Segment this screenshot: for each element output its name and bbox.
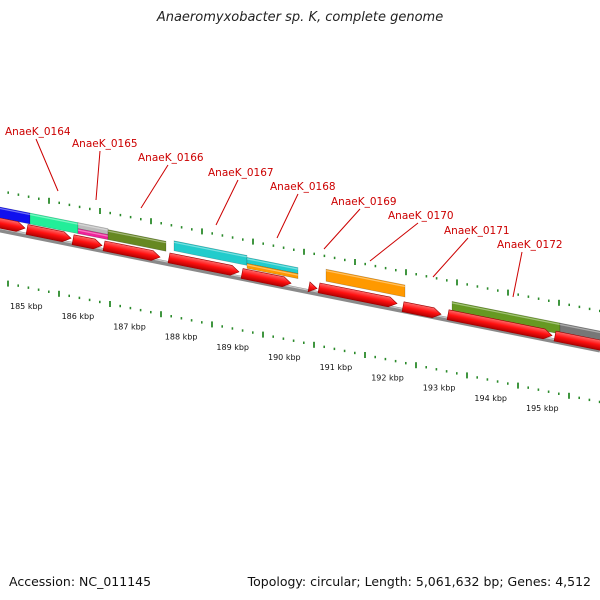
gene-arrow-shape bbox=[167, 252, 240, 276]
scale-label: 191 kbp bbox=[320, 363, 353, 372]
gene-arrow[interactable] bbox=[307, 281, 318, 293]
feature-bar-shine bbox=[77, 229, 109, 237]
feature-bar-shine bbox=[107, 230, 167, 244]
feature-bar-shine bbox=[325, 270, 406, 288]
gene-label[interactable]: AnaeK_0169 bbox=[331, 196, 397, 208]
gene-arrow[interactable] bbox=[240, 268, 292, 289]
gene-arrow-shape bbox=[0, 216, 26, 232]
label-leaders bbox=[35, 138, 523, 298]
feature-bar[interactable] bbox=[107, 229, 167, 252]
feature-bar-shine bbox=[29, 213, 79, 225]
gene-label[interactable]: AnaeK_0167 bbox=[208, 167, 274, 179]
gene-label[interactable]: AnaeK_0170 bbox=[388, 210, 454, 222]
feature-bar-shine bbox=[246, 258, 299, 270]
gene-label-leader bbox=[323, 208, 361, 250]
gene-arrow-shape bbox=[307, 281, 318, 293]
scale-labels: 185 kbp 186 kbp 187 kbp 188 kbp 189 kbp 190 k… bbox=[10, 302, 559, 413]
gene-label-leader bbox=[432, 237, 469, 278]
gene-label[interactable]: AnaeK_0164 bbox=[5, 126, 71, 138]
gene-arrow-shape bbox=[240, 268, 292, 287]
gene-arrow[interactable] bbox=[102, 240, 161, 262]
feature-bar-shine bbox=[559, 323, 600, 334]
gene-track bbox=[0, 216, 600, 356]
feature-bar[interactable] bbox=[325, 268, 406, 298]
tick-track-bottom bbox=[7, 280, 600, 404]
scale-label: 185 kbp bbox=[10, 302, 43, 311]
accession-text: Accession: NC_011145 bbox=[9, 574, 152, 589]
feature-bar[interactable] bbox=[559, 322, 600, 346]
scale-label: 192 kbp bbox=[371, 373, 404, 382]
gene-label[interactable]: AnaeK_0172 bbox=[497, 239, 563, 251]
gene-arrow[interactable] bbox=[401, 301, 442, 319]
gene-label[interactable]: AnaeK_0166 bbox=[138, 152, 204, 164]
map-title: Anaeromyxobacter sp. K, complete genome bbox=[156, 10, 444, 25]
gene-label-leader bbox=[140, 164, 169, 209]
gene-arrow-shape bbox=[71, 234, 103, 250]
scale-label: 195 kbp bbox=[526, 404, 559, 413]
feature-bar-shine bbox=[451, 302, 561, 326]
scale-label: 186 kbp bbox=[62, 312, 95, 321]
scale-label: 188 kbp bbox=[165, 333, 198, 342]
gene-arrow-shape bbox=[553, 330, 600, 355]
gene-label-leader bbox=[95, 150, 101, 201]
gene-arrow[interactable] bbox=[317, 282, 398, 308]
scale-label: 189 kbp bbox=[216, 343, 249, 352]
gene-arrow-shape bbox=[317, 282, 398, 308]
feature-track bbox=[0, 206, 600, 346]
gene-arrow-shape bbox=[102, 240, 161, 261]
gene-label[interactable]: AnaeK_0171 bbox=[444, 225, 510, 237]
feature-bar[interactable] bbox=[246, 263, 299, 279]
gene-label[interactable]: AnaeK_0165 bbox=[72, 138, 138, 150]
feature-bar-shine bbox=[0, 207, 31, 216]
scale-label: 193 kbp bbox=[423, 384, 456, 393]
gene-label-leader bbox=[369, 222, 419, 262]
gene-arrow[interactable] bbox=[25, 224, 72, 244]
gene-arrow[interactable] bbox=[446, 309, 553, 341]
scale-label: 194 kbp bbox=[474, 394, 507, 403]
feature-bar-shine bbox=[173, 241, 248, 258]
tick-track-top bbox=[7, 191, 600, 313]
feature-bar-shine bbox=[246, 264, 299, 276]
gene-arrow[interactable] bbox=[0, 216, 26, 233]
gene-arrow-shape bbox=[25, 224, 72, 242]
scale-label: 187 kbp bbox=[113, 322, 146, 331]
gene-arrow[interactable] bbox=[553, 330, 600, 356]
gene-arrow[interactable] bbox=[167, 252, 240, 277]
gene-label-leader bbox=[276, 193, 299, 239]
scale-label: 190 kbp bbox=[268, 353, 301, 362]
gene-label-leader bbox=[215, 179, 239, 226]
topology-text: Topology: circular; Length: 5,061,632 bp… bbox=[247, 574, 591, 589]
feature-bar-shine bbox=[77, 223, 109, 231]
gene-arrow-shape bbox=[446, 309, 553, 340]
gene-arrow[interactable] bbox=[71, 234, 103, 251]
gene-label-leader bbox=[35, 138, 59, 192]
gene-arrow-shape bbox=[401, 301, 442, 318]
gene-label[interactable]: AnaeK_0168 bbox=[270, 181, 336, 193]
gene-label-leader bbox=[512, 251, 523, 298]
